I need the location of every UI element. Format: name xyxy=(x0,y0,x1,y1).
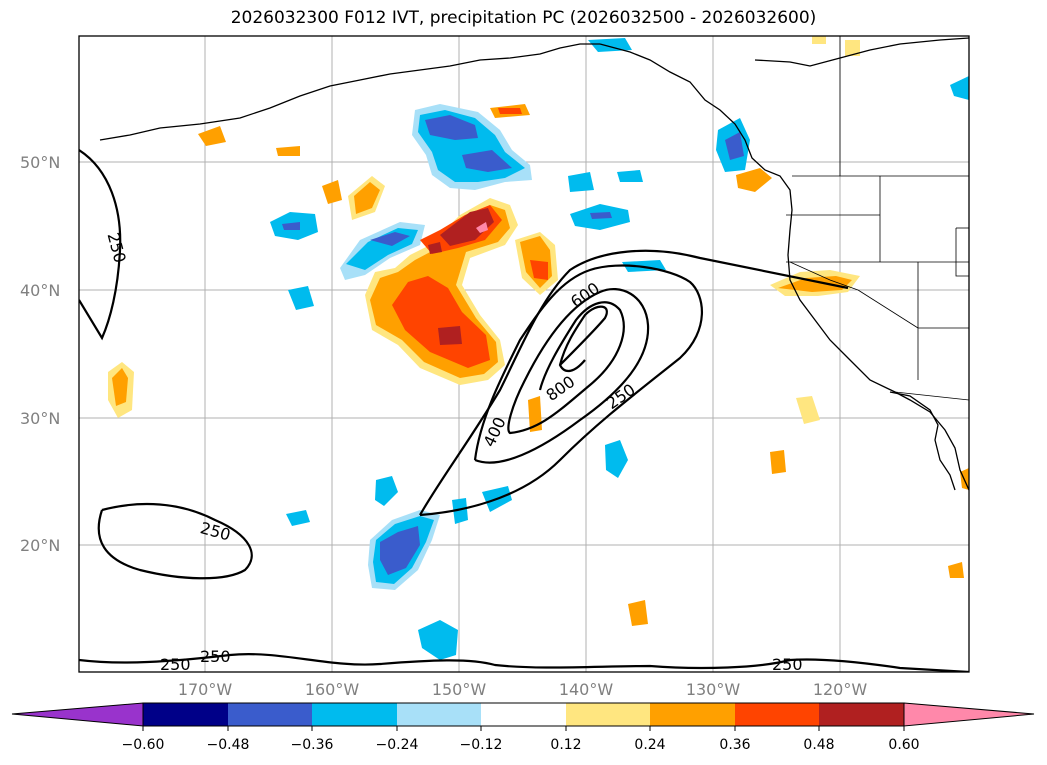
map-title: 2026032300 F012 IVT, precipitation PC (2… xyxy=(230,8,817,28)
contour-label: 250 xyxy=(772,655,803,674)
colorbar-segment xyxy=(143,703,228,726)
colorbar-tick-label: 0.60 xyxy=(888,737,919,753)
map-frame xyxy=(78,35,970,673)
lat-label: 20°N xyxy=(20,536,60,555)
contour-labels: 250 600 250 800 400 250 250 250 250 xyxy=(104,230,803,674)
borders xyxy=(786,36,969,401)
colorbar: −0.60 −0.48 −0.36 −0.24 −0.12 0.12 0.24 … xyxy=(11,702,1035,753)
colorbar-segment xyxy=(819,703,904,726)
colorbar-tick-label: −0.12 xyxy=(460,737,503,753)
contour-label: 250 xyxy=(200,647,231,666)
colorbar-tick-label: 0.48 xyxy=(803,737,834,753)
lon-label: 170°W xyxy=(178,680,233,699)
lon-label: 130°W xyxy=(686,680,741,699)
latitude-labels: 50°N 40°N 30°N 20°N xyxy=(20,153,60,555)
colorbar-segment xyxy=(481,703,566,726)
colorbar-segment xyxy=(228,703,312,726)
coastlines xyxy=(99,37,969,491)
ivt-contours xyxy=(79,149,969,672)
colorbar-extend-high xyxy=(903,702,1035,727)
colorbar-tick-label: 0.36 xyxy=(719,737,750,753)
colorbar-segment xyxy=(735,703,819,726)
colorbar-tick-label: −0.24 xyxy=(376,737,419,753)
colorbar-segment xyxy=(566,703,650,726)
colorbar-ticks xyxy=(142,726,905,731)
contour-label: 250 xyxy=(160,655,191,674)
lon-label: 120°W xyxy=(813,680,868,699)
colorbar-extend-low xyxy=(11,702,144,727)
colorbar-segment xyxy=(650,703,735,726)
colorbar-tick-label: −0.36 xyxy=(291,737,334,753)
precip-shading xyxy=(108,36,969,660)
colorbar-tick-label: −0.48 xyxy=(207,737,250,753)
colorbar-tick-label: −0.60 xyxy=(122,737,165,753)
lat-label: 40°N xyxy=(20,281,60,300)
colorbar-tick-label: 0.12 xyxy=(550,737,581,753)
lat-label: 50°N xyxy=(20,153,60,172)
longitude-labels: 170°W 160°W 150°W 140°W 130°W 120°W xyxy=(178,680,868,699)
colorbar-segment xyxy=(397,703,481,726)
lat-label: 30°N xyxy=(20,409,60,428)
colorbar-tick-label: 0.24 xyxy=(634,737,665,753)
lon-label: 160°W xyxy=(305,680,360,699)
colorbar-segment xyxy=(312,703,397,726)
lon-label: 140°W xyxy=(559,680,614,699)
map-area xyxy=(79,36,969,672)
lon-label: 150°W xyxy=(432,680,487,699)
